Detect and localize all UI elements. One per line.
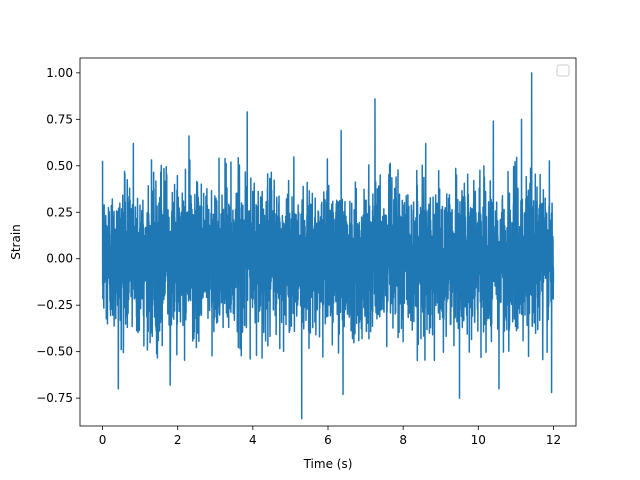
y-tick-label: −0.75 (36, 391, 73, 405)
y-tick-label: 0.50 (46, 159, 73, 173)
y-tick-label: 0.25 (46, 205, 73, 219)
x-tick-label: 2 (174, 433, 182, 447)
y-tick-label: 1.00 (46, 66, 73, 80)
series-line (101, 72, 555, 420)
y-axis: −0.75 −0.50 −0.25 0.00 0.25 0.50 0.75 1.00 (36, 66, 80, 405)
legend-box (556, 64, 570, 77)
y-tick-label: 0.00 (46, 252, 73, 266)
x-axis: 0 2 4 6 8 10 12 (99, 426, 561, 447)
x-tick-label: 12 (546, 433, 561, 447)
x-tick-label: 6 (324, 433, 332, 447)
y-axis-label: Strain (9, 224, 23, 260)
y-tick-label: −0.50 (36, 345, 73, 359)
x-tick-label: 10 (471, 433, 486, 447)
series-group (101, 72, 555, 420)
y-tick-label: −0.25 (36, 298, 73, 312)
x-tick-label: 0 (99, 433, 107, 447)
y-tick-label: 0.75 (46, 112, 73, 126)
x-tick-label: 4 (249, 433, 257, 447)
x-axis-label: Time (s) (303, 457, 353, 471)
x-tick-label: 8 (399, 433, 407, 447)
